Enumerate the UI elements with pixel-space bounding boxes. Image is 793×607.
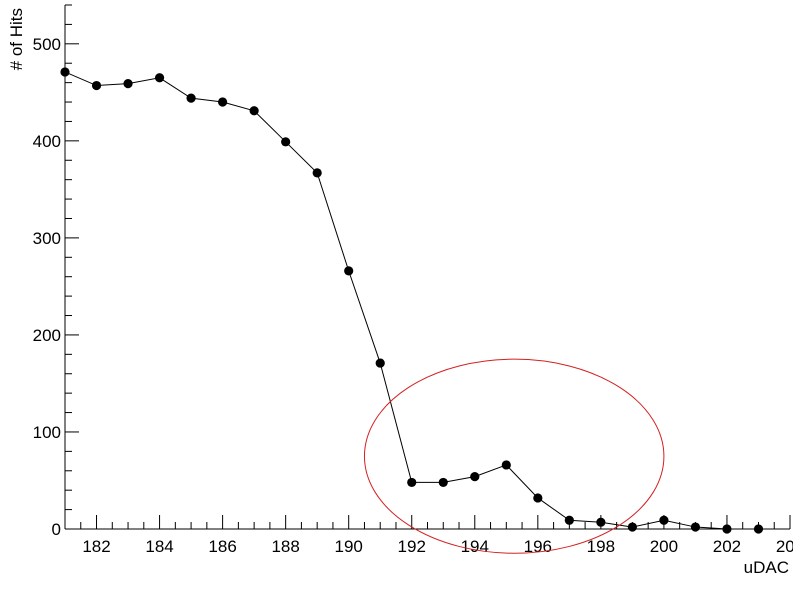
- data-point: [722, 524, 732, 534]
- x-tick-label: 198: [587, 537, 615, 556]
- x-axis-title: uDAC: [744, 558, 789, 577]
- axis-ticks: [64, 4, 791, 530]
- data-point: [123, 79, 133, 89]
- y-tick-label: 500: [33, 35, 61, 54]
- data-point: [154, 73, 165, 83]
- data-point: [281, 137, 291, 147]
- data-point: [533, 493, 543, 503]
- plot-frame: [64, 5, 790, 530]
- data-point: [249, 106, 259, 116]
- x-tick-label: 200: [650, 537, 678, 556]
- data-point: [596, 517, 606, 527]
- data-point: [470, 472, 480, 482]
- x-tick-label: 192: [398, 537, 426, 556]
- data-series: [60, 67, 764, 534]
- y-tick-label: 0: [52, 520, 61, 539]
- y-tick-label: 200: [33, 326, 61, 345]
- data-point: [564, 515, 574, 525]
- x-tick-label: 182: [82, 537, 110, 556]
- data-point: [375, 358, 385, 368]
- y-axis-title: # of Hits: [7, 8, 26, 70]
- y-tick-label: 400: [33, 132, 61, 151]
- series-line: [64, 71, 759, 530]
- data-point: [690, 522, 701, 532]
- annotations: [363, 358, 665, 554]
- data-point: [659, 515, 669, 525]
- data-point: [438, 477, 448, 488]
- data-point: [627, 522, 637, 532]
- highlight-ellipse: [363, 358, 665, 554]
- x-tick-label: 188: [271, 537, 299, 556]
- y-tick-label: 300: [33, 229, 61, 248]
- x-tick-label: 204: [776, 537, 793, 556]
- y-tick-label: 100: [33, 423, 61, 442]
- tick-labels: 1821841861881901921941961982002022040100…: [33, 35, 793, 556]
- data-point: [753, 524, 764, 534]
- data-point: [218, 97, 228, 107]
- data-point: [186, 93, 196, 103]
- x-tick-label: 190: [335, 537, 363, 556]
- data-point: [312, 168, 322, 178]
- data-point: [344, 266, 354, 276]
- x-tick-label: 184: [145, 537, 173, 556]
- data-point: [407, 477, 417, 488]
- x-tick-label: 202: [713, 537, 741, 556]
- data-point: [501, 460, 511, 470]
- data-point: [60, 67, 70, 77]
- x-tick-label: 194: [461, 537, 489, 556]
- x-tick-label: 186: [208, 537, 236, 556]
- data-point: [91, 80, 102, 91]
